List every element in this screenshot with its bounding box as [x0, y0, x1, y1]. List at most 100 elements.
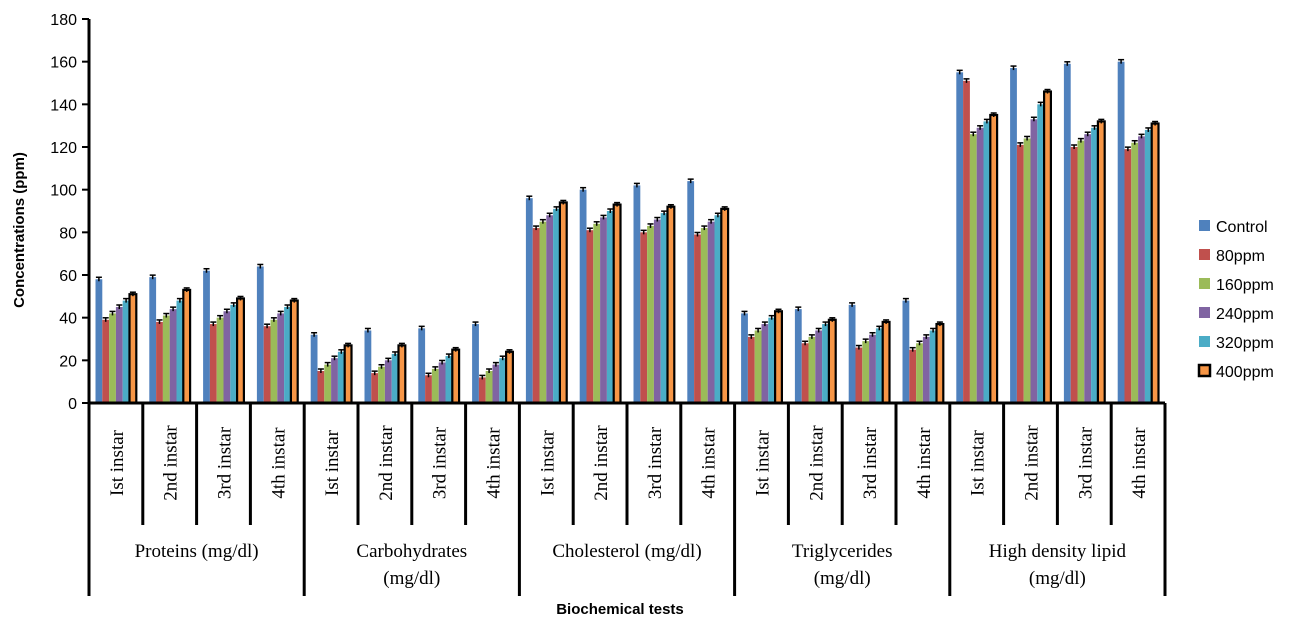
bar-80ppm	[855, 347, 863, 403]
y-tick-label: 80	[59, 225, 77, 242]
instar-label: 3rd instar	[430, 426, 451, 499]
group-label: Proteins (mg/dl)	[135, 541, 259, 562]
bar-400ppm	[182, 288, 192, 405]
legend-label-160ppm: 160ppm	[1216, 277, 1274, 294]
bar-160ppm	[324, 364, 332, 403]
bar-320ppm	[337, 351, 345, 403]
bar-400ppm	[505, 350, 515, 405]
bar-80ppm	[694, 234, 701, 403]
group-label: Cholesterol (mg/dl)	[552, 541, 701, 562]
bar-80ppm	[1016, 144, 1024, 403]
bar-400ppm	[773, 310, 783, 405]
legend-label-control: Control	[1216, 219, 1268, 236]
bar-80ppm	[1124, 149, 1132, 403]
y-tick-label: 20	[59, 353, 77, 370]
y-axis: 0 20 40 60 80 100 120 140 160 180	[50, 12, 91, 413]
bar-400ppm	[558, 201, 568, 405]
bar-control	[256, 266, 264, 403]
bar-80ppm	[102, 319, 110, 403]
bar-160ppm	[378, 366, 385, 403]
bar-160ppm	[270, 319, 278, 403]
instar-label: 2nd instar	[376, 425, 397, 501]
group-label: (mg/dl)	[383, 568, 440, 589]
bar-240ppm	[976, 127, 984, 404]
bar-320ppm	[445, 356, 453, 403]
bar-240ppm	[223, 311, 231, 403]
bar-80ppm	[1070, 147, 1078, 403]
bar-160ppm	[647, 225, 654, 403]
bar-160ppm	[216, 317, 224, 403]
bar-80ppm	[801, 343, 809, 403]
bar-control	[525, 198, 533, 403]
bar-80ppm	[909, 349, 917, 403]
bar-400ppm	[881, 320, 891, 405]
bar-240ppm	[492, 364, 500, 403]
legend-swatch-control	[1199, 220, 1210, 231]
bar-240ppm	[384, 360, 392, 403]
bar-320ppm	[875, 328, 883, 403]
bar-control	[364, 330, 372, 403]
bar-80ppm	[263, 326, 271, 403]
bar-80ppm	[371, 373, 379, 403]
bar-160ppm	[1077, 140, 1085, 403]
instar-label: 2nd instar	[161, 425, 182, 501]
bar-control	[1117, 61, 1125, 404]
instar-label: 4th instar	[484, 427, 505, 499]
instar-label: 4th instar	[914, 427, 935, 499]
bar-400ppm	[397, 344, 407, 405]
bar-160ppm	[162, 315, 170, 403]
bar-240ppm	[1030, 119, 1038, 404]
bar-400ppm	[289, 299, 299, 405]
bar-160ppm	[539, 221, 547, 403]
bar-80ppm	[640, 232, 648, 403]
bar-320ppm	[1144, 129, 1152, 403]
bar-400ppm	[666, 205, 676, 405]
bar-80ppm	[317, 371, 325, 403]
bar-320ppm	[391, 353, 399, 403]
bar-400ppm	[827, 318, 837, 405]
bar-240ppm	[600, 217, 607, 403]
bar-160ppm	[754, 330, 762, 403]
legend: Control 80ppm 160ppm 240ppm 320ppm 400ppm	[1197, 219, 1274, 381]
bar-control	[95, 279, 103, 403]
bar-240ppm	[922, 336, 930, 403]
bar-control	[579, 189, 587, 403]
y-tick-label: 40	[59, 311, 77, 328]
bar-320ppm	[1091, 127, 1098, 404]
bar-control	[418, 328, 426, 403]
bar-400ppm	[720, 207, 730, 405]
instar-label: 3rd instar	[215, 426, 236, 499]
legend-swatch-160ppm	[1199, 278, 1210, 289]
y-tick-label: 140	[50, 97, 77, 114]
bar-400ppm	[1042, 90, 1052, 405]
legend-swatch-320ppm	[1199, 336, 1210, 347]
bar-240ppm	[1084, 134, 1092, 403]
bar-400ppm	[612, 203, 622, 405]
bar-control	[741, 313, 748, 403]
y-tick-label: 120	[50, 140, 77, 157]
legend-label-400ppm: 400ppm	[1216, 364, 1274, 381]
bar-160ppm	[593, 223, 601, 403]
group-label: Carbohydrates	[356, 541, 467, 562]
bar-400ppm	[1150, 122, 1160, 405]
bar-400ppm	[935, 322, 945, 405]
legend-swatch-400ppm	[1197, 363, 1212, 378]
group-label: High density lipid	[989, 541, 1127, 562]
y-tick-label: 0	[68, 396, 77, 413]
instar-label: 3rd instar	[1075, 426, 1096, 499]
bar-320ppm	[822, 324, 829, 403]
bar-160ppm	[485, 371, 493, 403]
instar-label: 2nd instar	[1022, 425, 1043, 501]
instar-label: 3rd instar	[860, 426, 881, 499]
bar-160ppm	[808, 336, 816, 403]
bar-320ppm	[553, 208, 560, 403]
bar-240ppm	[653, 219, 661, 403]
instar-label: 4th instar	[1129, 427, 1150, 499]
y-tick-label: 180	[50, 12, 77, 29]
bar-240ppm	[707, 221, 715, 403]
bar-80ppm	[209, 324, 217, 403]
bar-control	[794, 309, 802, 403]
bar-240ppm	[815, 330, 823, 403]
bar-240ppm	[761, 324, 769, 403]
